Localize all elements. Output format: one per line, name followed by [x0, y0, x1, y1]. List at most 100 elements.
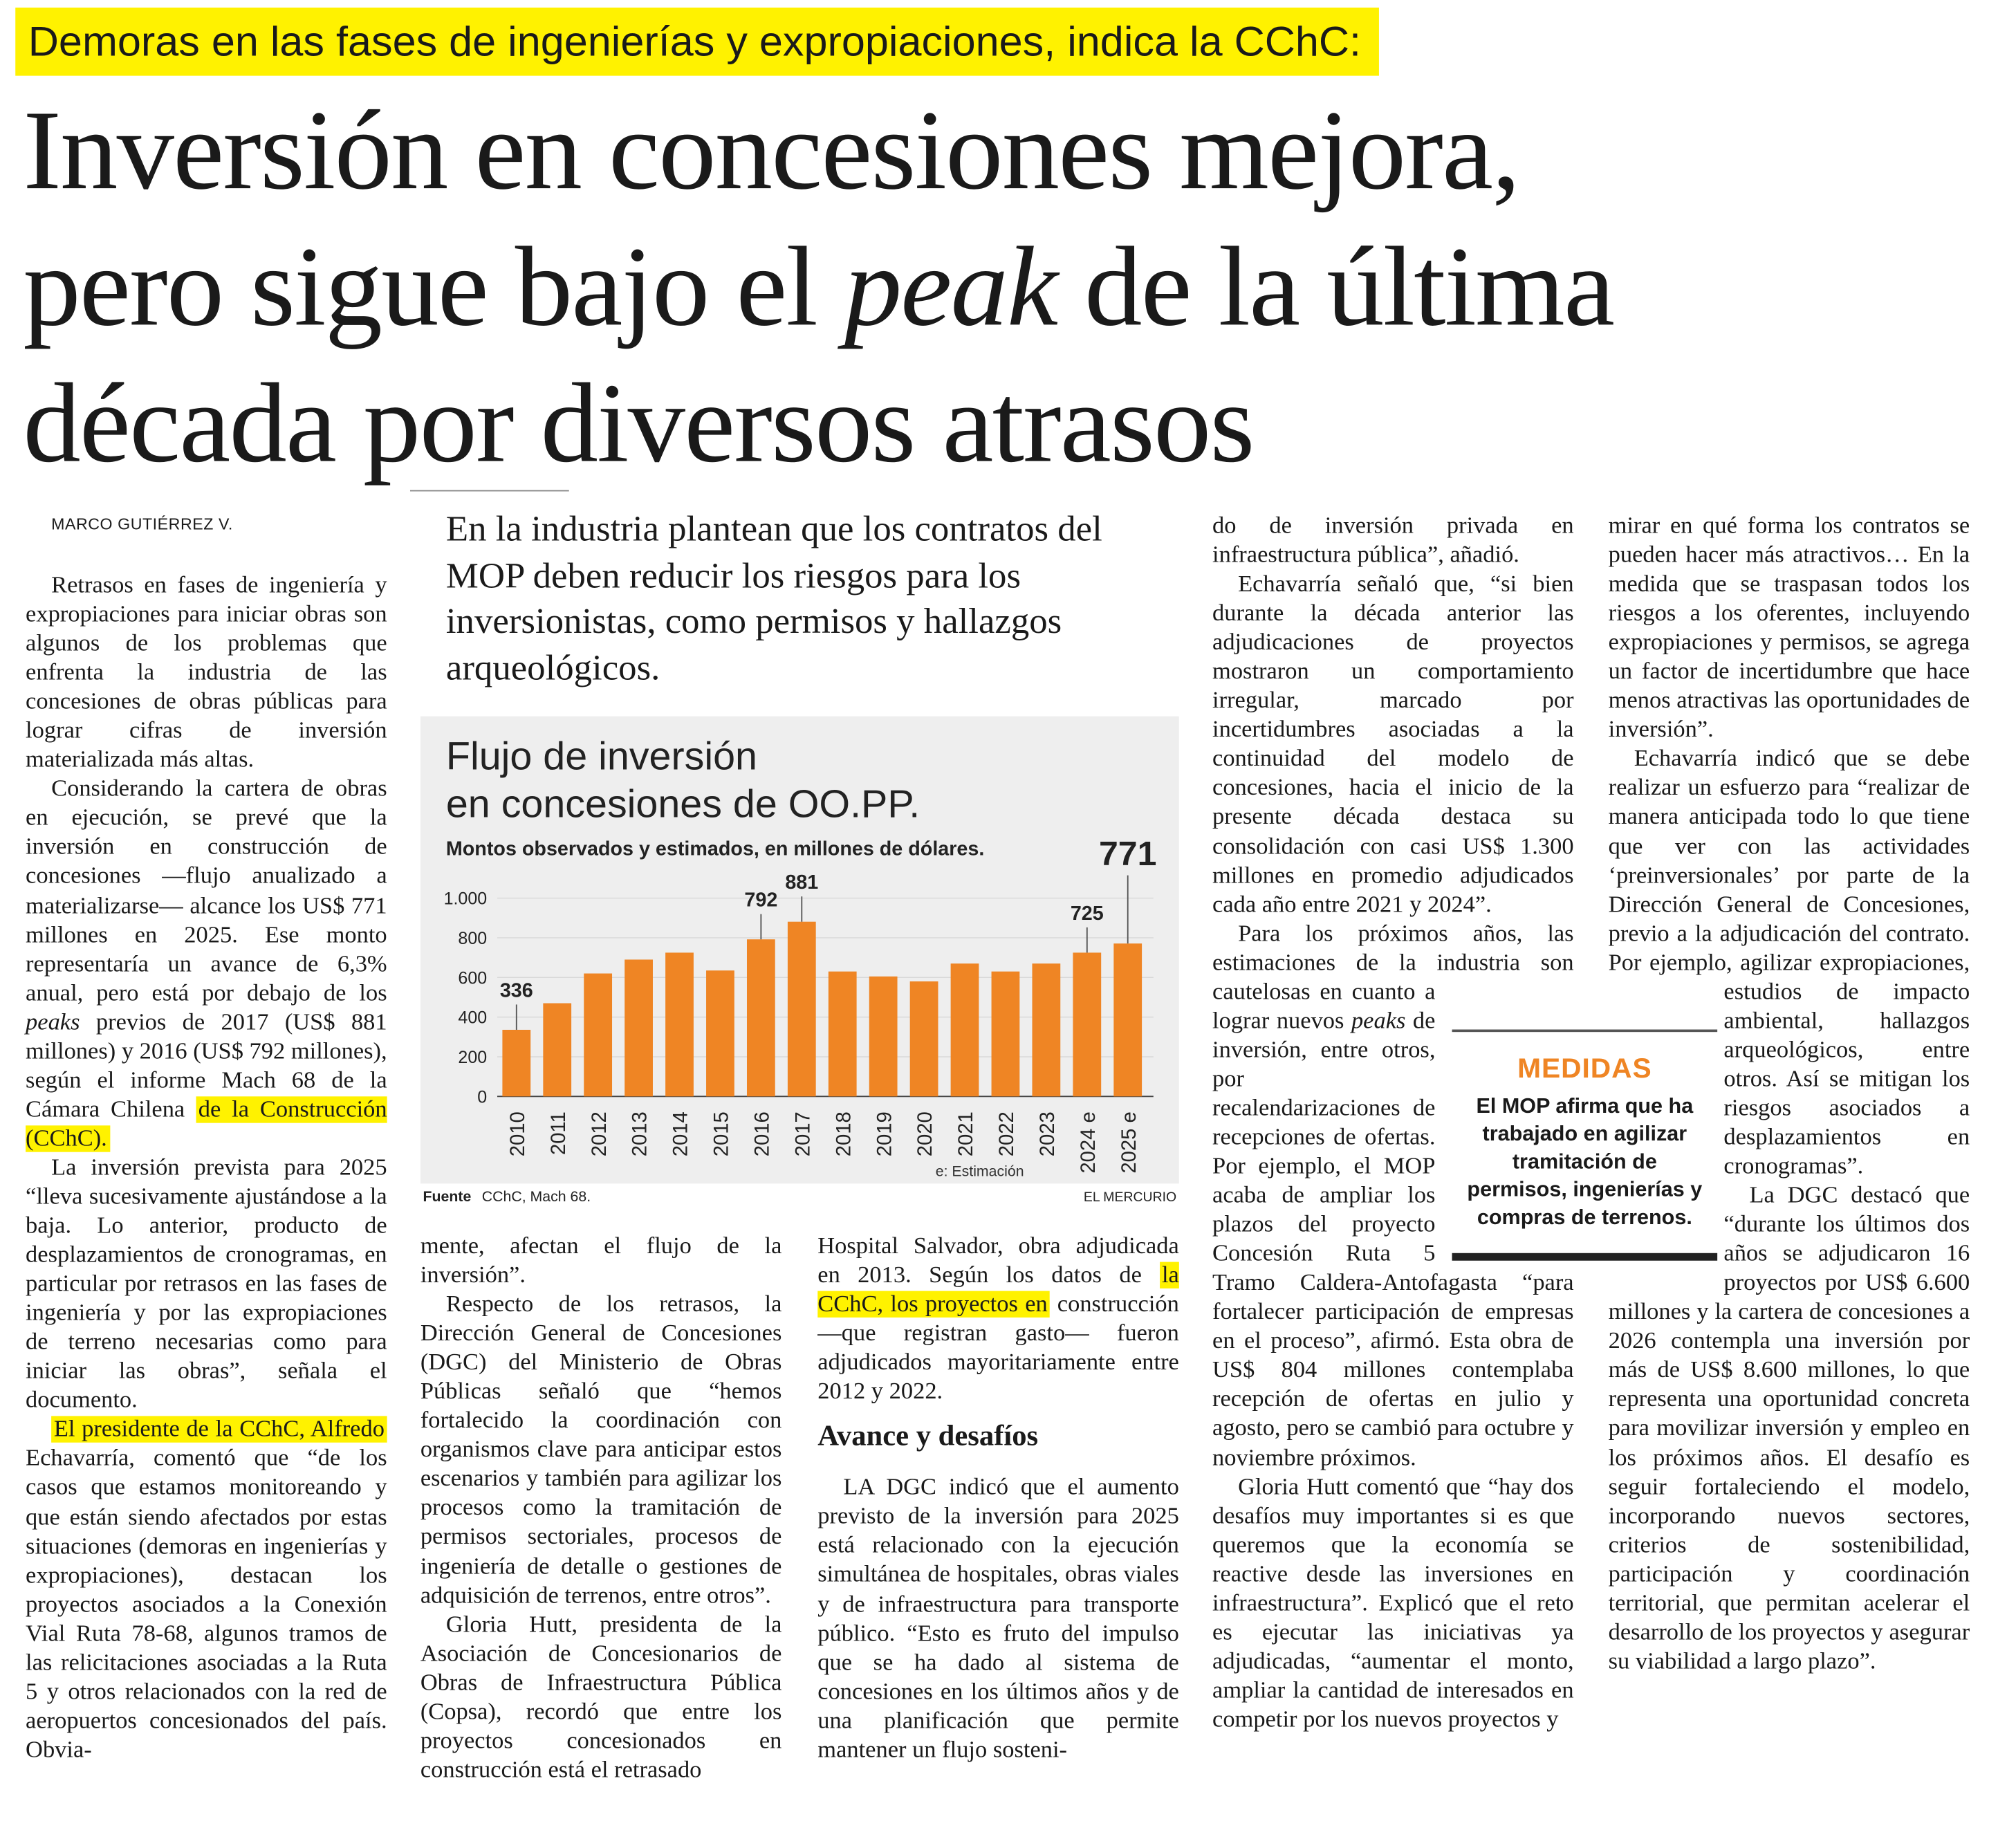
bar — [787, 921, 816, 1097]
text-run: Gloria Hutt, presidenta de la Asociación… — [420, 1611, 782, 1784]
column: Retrasos en fases de ingeniería y exprop… — [26, 571, 387, 1765]
bar — [543, 1003, 572, 1097]
chart-subtitle: Montos observados y estimados, en millon… — [446, 838, 984, 860]
value-label: 792 — [744, 889, 777, 912]
x-tick-label: 2015 — [710, 1111, 732, 1156]
headline-line: pero sigue bajo el peak de la última — [23, 220, 1615, 356]
paragraph: do de inversión privada en infraestructu… — [1212, 512, 1574, 570]
x-tick-label: 2023 — [1036, 1111, 1059, 1156]
paragraph: Hospital Salvador, obra adjudicada en 20… — [817, 1232, 1179, 1407]
bar — [1113, 943, 1142, 1097]
column: do de inversión privada en infraestructu… — [1212, 512, 1574, 1735]
value-label: 725 — [1071, 903, 1104, 925]
highlight: El presidente de la CChC, Alfredo — [51, 1416, 387, 1443]
sidebar-title: MEDIDAS — [1517, 1052, 1652, 1084]
text-run: Echavarría, comentó que “de los casos qu… — [26, 1445, 387, 1764]
text-run: Echavarría indicó que se debe realizar u… — [1608, 746, 1970, 1180]
column: mirar en qué forma los contratos se pued… — [1609, 512, 1970, 1676]
x-tick-label: 2016 — [750, 1111, 773, 1156]
headline: Inversión en concesiones mejora, pero sig… — [23, 84, 1615, 493]
x-tick-label: 2019 — [873, 1111, 896, 1156]
text-run: mirar en qué forma los contratos se pued… — [1608, 512, 1970, 743]
x-tick-label: 2011 — [547, 1111, 570, 1155]
text-run: Considerando la cartera de obras en ejec… — [26, 776, 387, 1007]
text-run: La inversión prevista para 2025 “lleva s… — [26, 1154, 387, 1414]
italic-run: peaks — [26, 1008, 80, 1036]
text-run: de inversión, entre otros, por recalenda… — [1212, 1008, 1574, 1471]
bar — [1032, 963, 1061, 1097]
paragraph: Respecto de los retrasos, la Dirección G… — [420, 1290, 782, 1610]
paragraph: Para los próximos años, las estimaciones… — [1212, 919, 1574, 1472]
y-tick-label: 400 — [458, 1009, 487, 1028]
source: CChC, Mach 68. — [482, 1189, 591, 1205]
paragraph: La inversión prevista para 2025 “lleva s… — [26, 1153, 387, 1415]
bar — [706, 970, 734, 1097]
bar — [869, 976, 898, 1097]
x-tick-label: 2014 — [669, 1111, 692, 1156]
deck: En la industria plantean que los contrat… — [445, 510, 1102, 688]
x-tick-label: 2020 — [914, 1111, 936, 1156]
byline: MARCO GUTIÉRREZ V. — [51, 515, 233, 533]
paragraph: El presidente de la CChC, Alfredo Echava… — [26, 1415, 387, 1764]
value-label: 336 — [500, 980, 533, 1002]
text-run: pero sigue bajo el — [23, 225, 844, 350]
value-label: 771 — [1099, 834, 1156, 873]
paragraph: La DGC destacó que “durante los últimos … — [1609, 1181, 1970, 1676]
text-run: previos de 2017 (US$ 881 millones) y 201… — [26, 1008, 387, 1123]
bar — [950, 963, 979, 1097]
column: mente, afectan el flujo de la inversión”… — [420, 1232, 782, 1785]
x-tick-label: 2024 e — [1077, 1111, 1100, 1173]
italic-run: peaks — [1351, 1008, 1406, 1035]
credit: EL MERCURIO — [1084, 1190, 1176, 1205]
kicker: Demoras en las fases de ingenierías y ex… — [15, 7, 1380, 76]
value-label: 881 — [785, 871, 818, 894]
rule — [409, 490, 569, 492]
bar — [584, 973, 613, 1097]
x-tick-label: 2017 — [791, 1111, 814, 1156]
text-run: Hospital Salvador, obra adjudicada en 20… — [817, 1232, 1179, 1289]
x-tick-label: 2022 — [995, 1111, 1018, 1156]
bar — [828, 971, 857, 1097]
text-run: Echavarría señaló que, “si bien durante … — [1212, 571, 1574, 918]
text-run: de la última — [1057, 225, 1615, 350]
text-run: Para los próximos años, las estimaciones… — [1212, 920, 1574, 1035]
paragraph: LA DGC indicó que el aumento previsto de… — [817, 1473, 1179, 1764]
text-run: mente, afectan el flujo de la inversión”… — [420, 1232, 782, 1289]
subhead: Avance y desafíos — [817, 1420, 1039, 1452]
paragraph: mente, afectan el flujo de la inversión”… — [420, 1232, 782, 1290]
sidebar-box: MEDIDAS El MOP afirma que ha trabajado e… — [1452, 1029, 1718, 1261]
bar — [991, 971, 1020, 1097]
sidebar-text: El MOP afirma que ha trabajado en agiliz… — [1467, 1095, 1703, 1230]
x-tick-label: 2021 — [954, 1111, 977, 1156]
bar — [665, 952, 694, 1097]
paragraph: Echavarría señaló que, “si bien durante … — [1212, 570, 1574, 919]
paragraph: Considerando la cartera de obras en ejec… — [26, 775, 387, 1153]
chart: Flujo de inversión en concesiones de OO.P… — [420, 716, 1179, 1205]
paragraph: mirar en qué forma los contratos se pued… — [1609, 512, 1970, 745]
column: Hospital Salvador, obra adjudicada en 20… — [817, 1232, 1179, 1764]
bar — [1073, 952, 1102, 1097]
paragraph: Gloria Hutt, presidenta de la Asociación… — [420, 1610, 782, 1785]
text-run: La DGC destacó que “durante los últimos … — [1608, 1182, 1970, 1675]
paragraph: Gloria Hutt comentó que “hay dos desafío… — [1212, 1472, 1574, 1735]
y-tick-label: 1.000 — [444, 890, 488, 909]
headline-line: Inversión en concesiones mejora, — [23, 88, 1520, 214]
paragraph: Retrasos en fases de ingeniería y exprop… — [26, 571, 387, 775]
bar — [909, 981, 938, 1097]
text-run: construcción —que registran gasto— fuero… — [817, 1291, 1179, 1405]
x-tick-label: 2018 — [832, 1111, 855, 1156]
x-tick-label: 2025 e — [1118, 1111, 1140, 1173]
text-run: do de inversión privada en infraestructu… — [1212, 512, 1574, 569]
y-tick-label: 800 — [458, 930, 487, 948]
text-run: Gloria Hutt comentó que “hay dos desafío… — [1212, 1473, 1574, 1733]
x-tick-label: 2010 — [506, 1111, 529, 1156]
paragraph: Echavarría indicó que se debe realizar u… — [1609, 744, 1970, 1181]
text-run: LA DGC indicó que el aumento previsto de… — [817, 1475, 1179, 1764]
y-tick-label: 0 — [477, 1089, 487, 1107]
chart-note: e: Estimación — [936, 1164, 1024, 1180]
headline-line: década por diversos atrasos — [23, 361, 1255, 487]
source-label: Fuente — [423, 1189, 472, 1205]
text-run: Retrasos en fases de ingeniería y exprop… — [26, 572, 387, 774]
